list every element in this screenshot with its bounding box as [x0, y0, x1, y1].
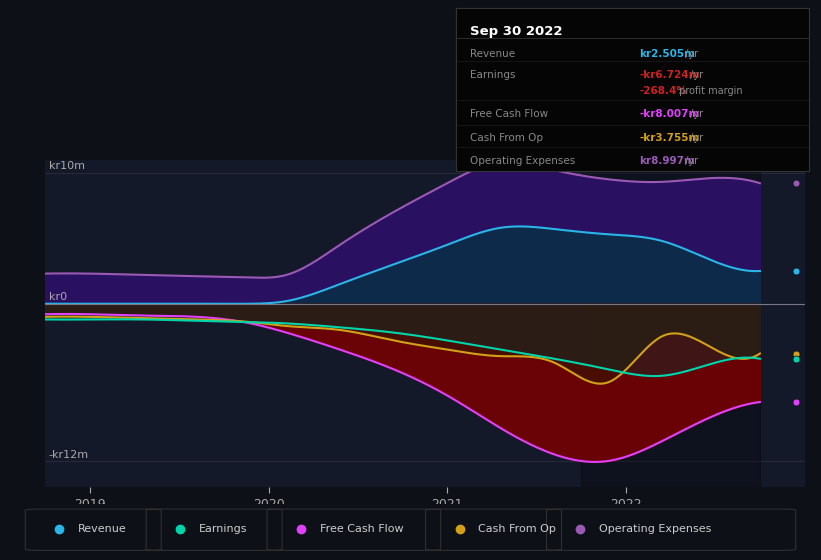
Text: kr0: kr0 — [48, 292, 67, 302]
Text: kr8.997m: kr8.997m — [640, 156, 695, 166]
Text: /yr: /yr — [681, 49, 698, 59]
Text: Sep 30 2022: Sep 30 2022 — [470, 25, 562, 38]
Text: /yr: /yr — [687, 70, 703, 80]
Text: kr2.505m: kr2.505m — [640, 49, 695, 59]
Text: /yr: /yr — [687, 109, 703, 119]
Text: Earnings: Earnings — [470, 70, 516, 80]
Text: -kr12m: -kr12m — [48, 450, 89, 460]
Text: kr10m: kr10m — [48, 161, 85, 171]
Bar — [581, 160, 760, 487]
Text: Cash From Op: Cash From Op — [470, 133, 543, 143]
Text: Operating Expenses: Operating Expenses — [470, 156, 575, 166]
Text: Free Cash Flow: Free Cash Flow — [320, 524, 403, 534]
Text: -268.4%: -268.4% — [640, 86, 687, 96]
Text: /yr: /yr — [687, 133, 703, 143]
Text: Revenue: Revenue — [78, 524, 127, 534]
Text: Earnings: Earnings — [199, 524, 247, 534]
Text: Revenue: Revenue — [470, 49, 515, 59]
Text: -kr6.724m: -kr6.724m — [640, 70, 699, 80]
Text: profit margin: profit margin — [677, 86, 743, 96]
Text: -kr8.007m: -kr8.007m — [640, 109, 699, 119]
Text: Operating Expenses: Operating Expenses — [599, 524, 712, 534]
Text: Free Cash Flow: Free Cash Flow — [470, 109, 548, 119]
Text: Cash From Op: Cash From Op — [479, 524, 557, 534]
Text: -kr3.755m: -kr3.755m — [640, 133, 699, 143]
Text: /yr: /yr — [681, 156, 698, 166]
